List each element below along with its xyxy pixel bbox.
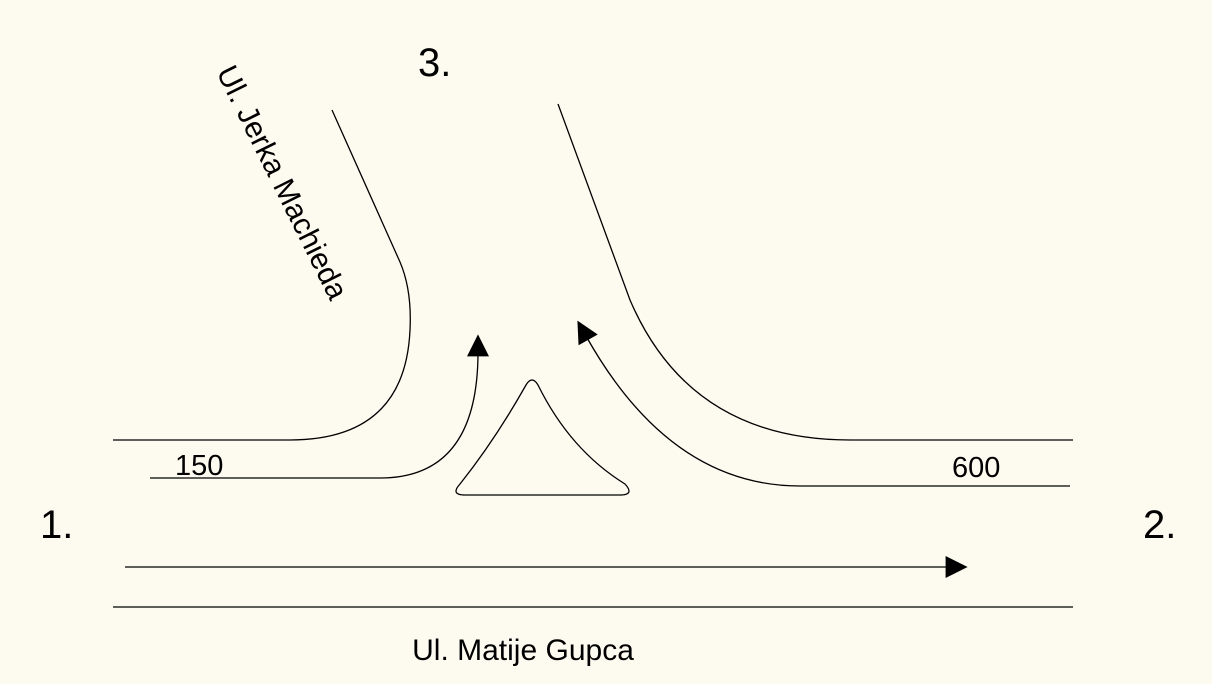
road-edge (557, 103, 1073, 441)
flow-arrow (577, 320, 1070, 487)
flow-label: 600 (952, 452, 1000, 484)
node-label: 3. (418, 41, 451, 85)
flow-label: 150 (175, 450, 223, 482)
street-name: Ul. Matije Gupca (412, 634, 634, 667)
node-label: 1. (40, 503, 73, 547)
traffic-island (455, 379, 630, 496)
road-edge (113, 109, 411, 441)
node-label: 2. (1143, 503, 1176, 547)
flow-arrow (150, 334, 489, 479)
